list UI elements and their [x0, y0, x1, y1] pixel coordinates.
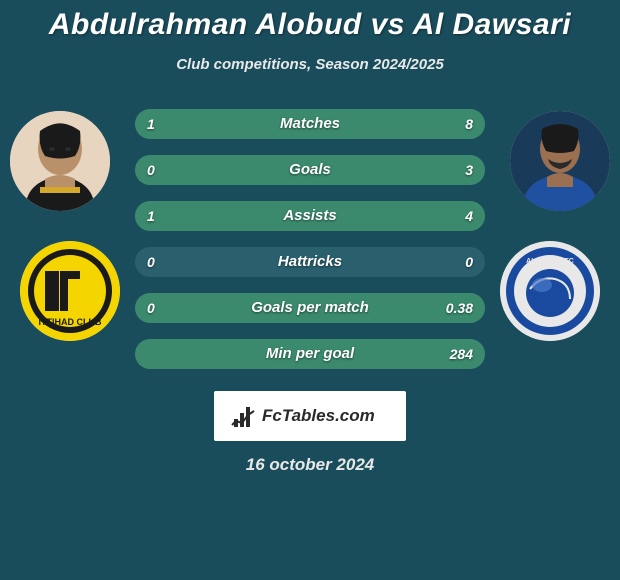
club-right-badge: ALHILAL S.FC: [500, 241, 600, 341]
page-title: Abdulrahman Alobud vs Al Dawsari: [0, 0, 620, 42]
stat-label: Goals per match: [135, 293, 485, 323]
stat-label: Goals: [135, 155, 485, 185]
stat-value-right: 0: [465, 247, 473, 277]
stat-value-right: 3: [465, 155, 473, 185]
stat-value-left: 0: [147, 155, 155, 185]
stat-value-right: 4: [465, 201, 473, 231]
stat-label: Assists: [135, 201, 485, 231]
stat-value-right: 284: [450, 339, 473, 369]
svg-text:ITTIHAD CLUB: ITTIHAD CLUB: [39, 317, 102, 327]
brand-badge: FcTables.com: [214, 391, 406, 441]
date-label: 16 october 2024: [0, 455, 620, 475]
stat-row: Matches1 8: [135, 109, 485, 139]
stat-value-left: 0: [147, 293, 155, 323]
stat-label: Hattricks: [135, 247, 485, 277]
player-left-avatar: [10, 111, 110, 211]
stat-row: Min per goal284: [135, 339, 485, 369]
comparison-panel: ITTIHAD CLUB ALHILAL S.FC Matches18Goals…: [0, 101, 620, 381]
brand-text: FcTables.com: [262, 406, 375, 425]
stat-value-left: 1: [147, 109, 155, 139]
stat-value-right: 8: [465, 109, 473, 139]
stat-row: Goals per match0 0.38: [135, 293, 485, 323]
stat-row: Hattricks0 0: [135, 247, 485, 277]
stat-bars: Matches18Goals03Assists14Hattricks00Goal…: [135, 109, 485, 385]
subtitle: Club competitions, Season 2024/2025: [0, 56, 620, 73]
club-left-badge: ITTIHAD CLUB: [20, 241, 120, 341]
stat-label: Min per goal: [135, 339, 485, 369]
stat-value-left: 1: [147, 201, 155, 231]
stat-row: Assists1 4: [135, 201, 485, 231]
svg-text:ALHILAL S.FC: ALHILAL S.FC: [526, 258, 574, 265]
stat-value-left: 0: [147, 247, 155, 277]
stat-row: Goals0 3: [135, 155, 485, 185]
stat-value-right: 0.38: [446, 293, 473, 323]
stat-label: Matches: [135, 109, 485, 139]
player-right-avatar: [510, 111, 610, 211]
